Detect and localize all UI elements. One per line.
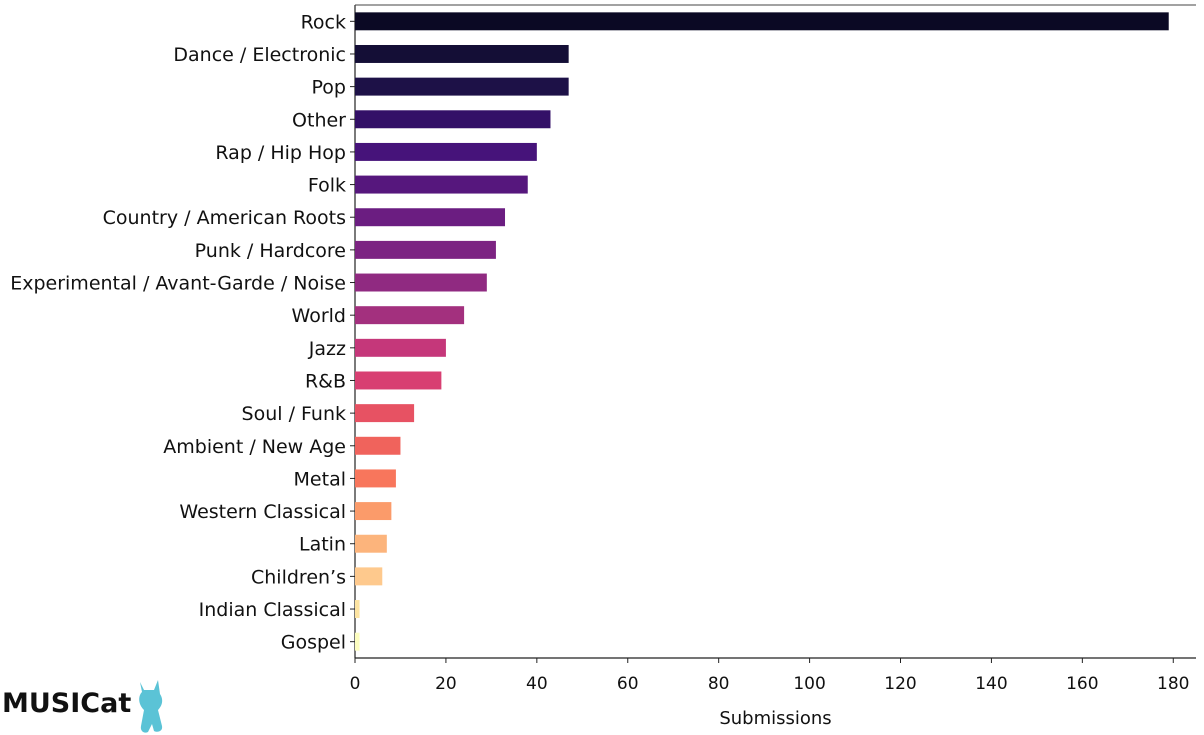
- x-tick-label: 120: [884, 674, 916, 694]
- x-tick-label: 40: [526, 674, 548, 694]
- bar: [355, 534, 387, 553]
- category-label: Rap / Hip Hop: [215, 142, 346, 164]
- cat-icon: [139, 680, 163, 733]
- category-label: Folk: [308, 175, 346, 197]
- bar: [355, 436, 401, 455]
- category-label: Western Classical: [179, 501, 346, 523]
- x-tick-label: 20: [435, 674, 457, 694]
- category-label: Metal: [294, 468, 346, 490]
- category-label: Experimental / Avant-Garde / Noise: [10, 273, 346, 295]
- bar: [355, 208, 506, 227]
- x-tick-label: 0: [350, 674, 361, 694]
- x-tick-label: 60: [617, 674, 639, 694]
- logo-text: MUSICat: [2, 688, 132, 719]
- x-tick-label: 160: [1066, 674, 1098, 694]
- category-labels: Rock Dance / Electronic Pop Other Rap / Hip …: [10, 11, 355, 654]
- category-label: Indian Classical: [199, 599, 346, 621]
- category-label: R&B: [305, 370, 346, 392]
- bar: [355, 12, 1169, 31]
- category-label: Jazz: [308, 338, 346, 360]
- bar: [355, 175, 528, 194]
- x-tick-label: 80: [708, 674, 730, 694]
- category-label: Dance / Electronic: [173, 44, 346, 66]
- x-tick-label: 100: [793, 674, 825, 694]
- category-label: Latin: [299, 534, 346, 556]
- bar: [355, 110, 551, 129]
- category-label: Other: [292, 109, 346, 131]
- category-label: Pop: [312, 77, 346, 99]
- category-label: Children’s: [251, 566, 346, 588]
- category-label: Ambient / New Age: [163, 436, 346, 458]
- category-label: Soul / Funk: [242, 403, 346, 425]
- x-tick-label: 140: [975, 674, 1007, 694]
- bars-group: [355, 12, 1169, 651]
- x-tick-label: 180: [1157, 674, 1189, 694]
- bar: [355, 273, 487, 292]
- plot-frame: [354, 4, 1196, 659]
- bar: [355, 404, 415, 423]
- bar: [355, 338, 446, 357]
- bar: [355, 600, 360, 619]
- bar: [355, 567, 383, 586]
- bar: [355, 502, 392, 521]
- category-label: Gospel: [281, 632, 346, 654]
- bar: [355, 142, 537, 161]
- bar: [355, 44, 569, 63]
- bar: [355, 240, 496, 259]
- musicat-logo: MUSICat: [2, 676, 172, 733]
- bar: [355, 469, 396, 488]
- category-label: Country / American Roots: [103, 207, 346, 229]
- bar: [355, 632, 360, 651]
- bar: [355, 306, 465, 325]
- bar: [355, 371, 442, 390]
- x-axis-title: Submissions: [719, 708, 831, 729]
- category-label: World: [292, 305, 346, 327]
- category-label: Punk / Hardcore: [195, 240, 346, 262]
- x-axis-ticks: 0 20 40 60 80 100 120 140 160 180: [350, 658, 1189, 694]
- bar: [355, 77, 569, 96]
- category-label: Rock: [301, 11, 346, 33]
